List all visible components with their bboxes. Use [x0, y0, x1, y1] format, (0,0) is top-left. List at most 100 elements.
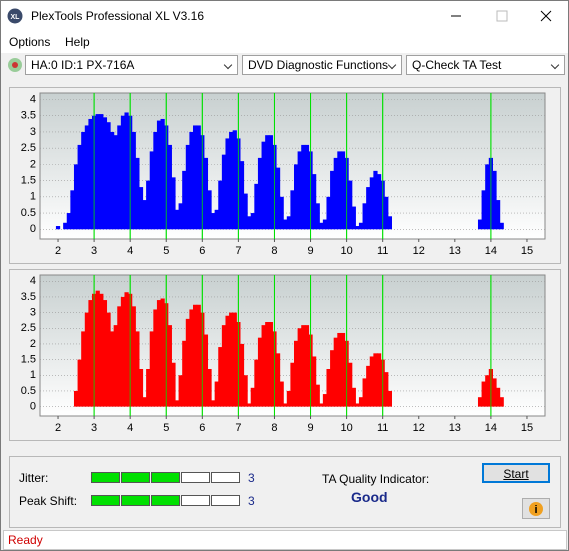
window-controls[interactable]	[441, 7, 561, 25]
x-tick-label: 7	[235, 245, 241, 257]
bar	[178, 203, 183, 230]
y-tick-label: 3.5	[21, 291, 36, 303]
bar	[214, 381, 219, 407]
bar	[77, 144, 82, 230]
bar	[211, 400, 216, 407]
bar	[333, 157, 338, 230]
bar	[283, 219, 288, 230]
y-tick-label: 1	[30, 369, 36, 381]
x-tick-label: 3	[91, 245, 97, 257]
bar	[492, 378, 497, 407]
test-select[interactable]: Q-Check TA Test	[406, 55, 565, 75]
bar	[290, 190, 295, 230]
bar	[294, 340, 299, 407]
x-tick-label: 4	[127, 422, 133, 434]
window-title: PlexTools Professional XL V3.16	[31, 9, 204, 23]
bar	[312, 174, 317, 230]
bar	[330, 350, 335, 407]
bar	[211, 213, 216, 230]
bar	[110, 131, 115, 230]
status-text: Ready	[8, 533, 43, 547]
meter-value: 3	[248, 494, 255, 508]
bar	[481, 381, 486, 407]
y-tick-label: 3	[30, 126, 36, 138]
bar	[326, 369, 331, 407]
bar	[99, 293, 104, 407]
y-tick-label: 2	[30, 338, 36, 350]
x-tick-label: 13	[449, 422, 461, 434]
bar	[214, 209, 219, 230]
bar	[499, 397, 504, 407]
bar	[174, 400, 180, 407]
bar	[167, 325, 172, 407]
x-tick-label: 8	[271, 422, 277, 434]
bar	[279, 196, 284, 230]
bar	[315, 203, 320, 230]
start-button[interactable]: Start	[482, 463, 550, 483]
x-tick-label: 3	[91, 422, 97, 434]
x-tick-label: 11	[377, 245, 388, 257]
y-tick-label: 0.5	[21, 385, 36, 397]
bar	[117, 125, 122, 230]
bar	[95, 114, 100, 230]
bar	[77, 359, 82, 407]
bar	[384, 372, 389, 407]
bar	[322, 219, 328, 230]
bar	[477, 219, 483, 230]
bar	[373, 353, 378, 407]
meter-value: 3	[248, 471, 255, 485]
bar	[196, 125, 201, 230]
menu-item[interactable]: Help	[65, 35, 90, 49]
bar	[182, 170, 187, 230]
y-tick-label: 2	[30, 158, 36, 170]
bar	[257, 157, 263, 230]
y-tick-label: 1	[30, 191, 36, 203]
bar	[387, 216, 392, 230]
bar	[322, 394, 328, 407]
bar	[247, 403, 252, 407]
bar	[149, 331, 154, 407]
bar	[221, 154, 227, 230]
bar	[283, 403, 288, 407]
bar	[131, 131, 136, 230]
function-select[interactable]: DVD Diagnostic Functions	[242, 55, 402, 75]
jitter-meter: 3	[91, 471, 255, 485]
menu-item[interactable]: Options	[9, 35, 51, 49]
bar	[286, 390, 291, 407]
x-tick-label: 4	[127, 245, 133, 257]
bar	[203, 334, 209, 407]
drive-select[interactable]: HA:0 ID:1 PX-716A	[25, 55, 238, 75]
bar	[182, 340, 187, 407]
bar	[275, 353, 281, 407]
y-tick-label: 2.5	[21, 142, 36, 154]
bar	[304, 144, 310, 230]
chart-panel: 0 0.5 1 1.5 2 2.5 3 3.5 4 2 3 4 5 6 7 8 9 10 11 12 13 14 15	[9, 269, 561, 441]
x-tick-label: 15	[521, 422, 533, 434]
peak-shift-label: Peak Shift:	[19, 494, 78, 508]
x-tick-label: 14	[485, 422, 497, 434]
x-tick-label: 10	[340, 245, 352, 257]
bar	[146, 180, 151, 230]
bar	[290, 362, 295, 407]
menu-bar: Options Help	[1, 31, 568, 53]
test-text: Q-Check TA Test	[412, 58, 502, 72]
bar	[319, 222, 324, 230]
info-button[interactable]: i	[522, 498, 550, 519]
bar	[113, 135, 118, 230]
bar	[225, 138, 230, 230]
bar	[297, 151, 302, 230]
bar	[167, 144, 172, 230]
bar	[113, 325, 118, 407]
bar	[120, 115, 126, 230]
svg-text:XL: XL	[11, 14, 21, 21]
bar	[261, 141, 266, 230]
bar	[193, 125, 198, 230]
bar	[301, 325, 306, 407]
bar	[102, 300, 108, 407]
meter-segment	[211, 472, 240, 483]
bar	[218, 347, 223, 407]
bar	[337, 332, 342, 407]
bar	[337, 151, 342, 230]
meter-segment	[151, 472, 180, 483]
bar	[135, 157, 140, 230]
